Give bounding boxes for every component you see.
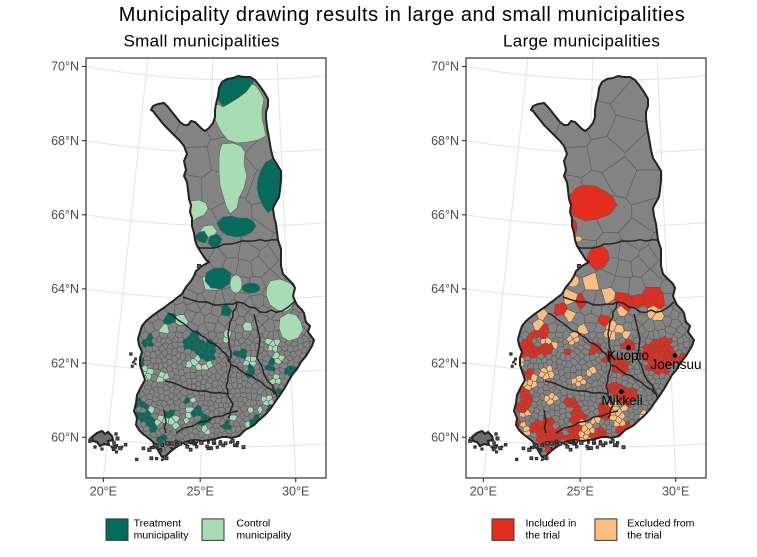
svg-text:Municipality drawing results i: Municipality drawing results in large an… <box>119 4 686 26</box>
svg-text:60°N: 60°N <box>51 431 79 445</box>
svg-text:25°E: 25°E <box>567 485 594 499</box>
svg-text:66°N: 66°N <box>51 208 79 222</box>
svg-text:municipality: municipality <box>236 530 292 542</box>
svg-text:30°E: 30°E <box>282 485 309 499</box>
svg-text:64°N: 64°N <box>51 282 79 296</box>
svg-text:62°N: 62°N <box>431 356 459 370</box>
svg-text:62°N: 62°N <box>51 356 79 370</box>
svg-text:municipality: municipality <box>134 530 190 542</box>
svg-text:64°N: 64°N <box>431 282 459 296</box>
svg-text:60°N: 60°N <box>431 431 459 445</box>
svg-text:25°E: 25°E <box>187 485 214 499</box>
svg-text:70°N: 70°N <box>51 60 79 74</box>
svg-text:Large municipalities: Large municipalities <box>503 32 660 51</box>
svg-text:20°E: 20°E <box>470 485 497 499</box>
svg-text:68°N: 68°N <box>431 134 459 148</box>
svg-text:the trial: the trial <box>627 530 661 542</box>
svg-text:20°E: 20°E <box>90 485 117 499</box>
svg-text:Excluded from: Excluded from <box>627 518 694 530</box>
svg-text:Treatment: Treatment <box>134 518 182 530</box>
svg-text:Joensuu: Joensuu <box>650 357 701 372</box>
svg-text:Mikkeli: Mikkeli <box>601 393 642 408</box>
svg-text:Small municipalities: Small municipalities <box>123 32 279 51</box>
svg-text:66°N: 66°N <box>431 208 459 222</box>
svg-text:Kuopio: Kuopio <box>607 348 649 363</box>
svg-text:68°N: 68°N <box>51 134 79 148</box>
svg-text:Control: Control <box>236 518 270 530</box>
svg-text:70°N: 70°N <box>431 60 459 74</box>
svg-text:Included in: Included in <box>526 518 577 530</box>
svg-text:30°E: 30°E <box>662 485 689 499</box>
svg-text:the trial: the trial <box>526 530 560 542</box>
